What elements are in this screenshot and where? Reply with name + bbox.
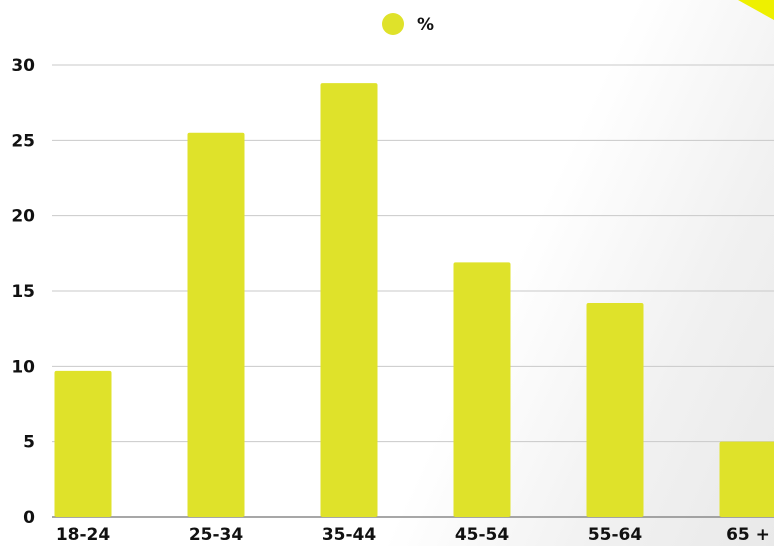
- x-tick-label: 35-44: [322, 525, 377, 545]
- x-tick-label: 55-64: [588, 525, 643, 545]
- y-tick-label: 25: [11, 131, 35, 151]
- y-tick-label: 15: [11, 282, 35, 302]
- y-tick-label: 10: [11, 357, 35, 377]
- bar[interactable]: [586, 303, 644, 517]
- bars: [54, 83, 774, 518]
- x-tick-label: 18-24: [56, 525, 111, 545]
- bar[interactable]: [320, 83, 378, 517]
- x-axis-ticks: 18-24 25-34 35-44 45-54 55-64 65 +: [56, 525, 770, 545]
- legend-swatch: [382, 13, 404, 35]
- x-tick-label: 25-34: [189, 525, 244, 545]
- bar[interactable]: [719, 441, 774, 517]
- bar[interactable]: [54, 370, 112, 517]
- bar[interactable]: [453, 262, 511, 517]
- gridlines: [52, 64, 774, 518]
- y-tick-label: 30: [11, 56, 35, 76]
- bar[interactable]: [187, 132, 245, 518]
- y-axis-ticks: 0 5 10 15 20 25 30: [11, 56, 35, 528]
- y-tick-label: 20: [11, 207, 35, 227]
- x-tick-label: 45-54: [455, 525, 510, 545]
- y-tick-label: 5: [23, 433, 35, 453]
- legend-label: %: [417, 15, 434, 35]
- x-tick-label: 65 +: [726, 525, 770, 545]
- corner-accent-decoration: [738, 0, 774, 20]
- legend[interactable]: %: [382, 13, 434, 35]
- y-tick-label: 0: [23, 508, 35, 528]
